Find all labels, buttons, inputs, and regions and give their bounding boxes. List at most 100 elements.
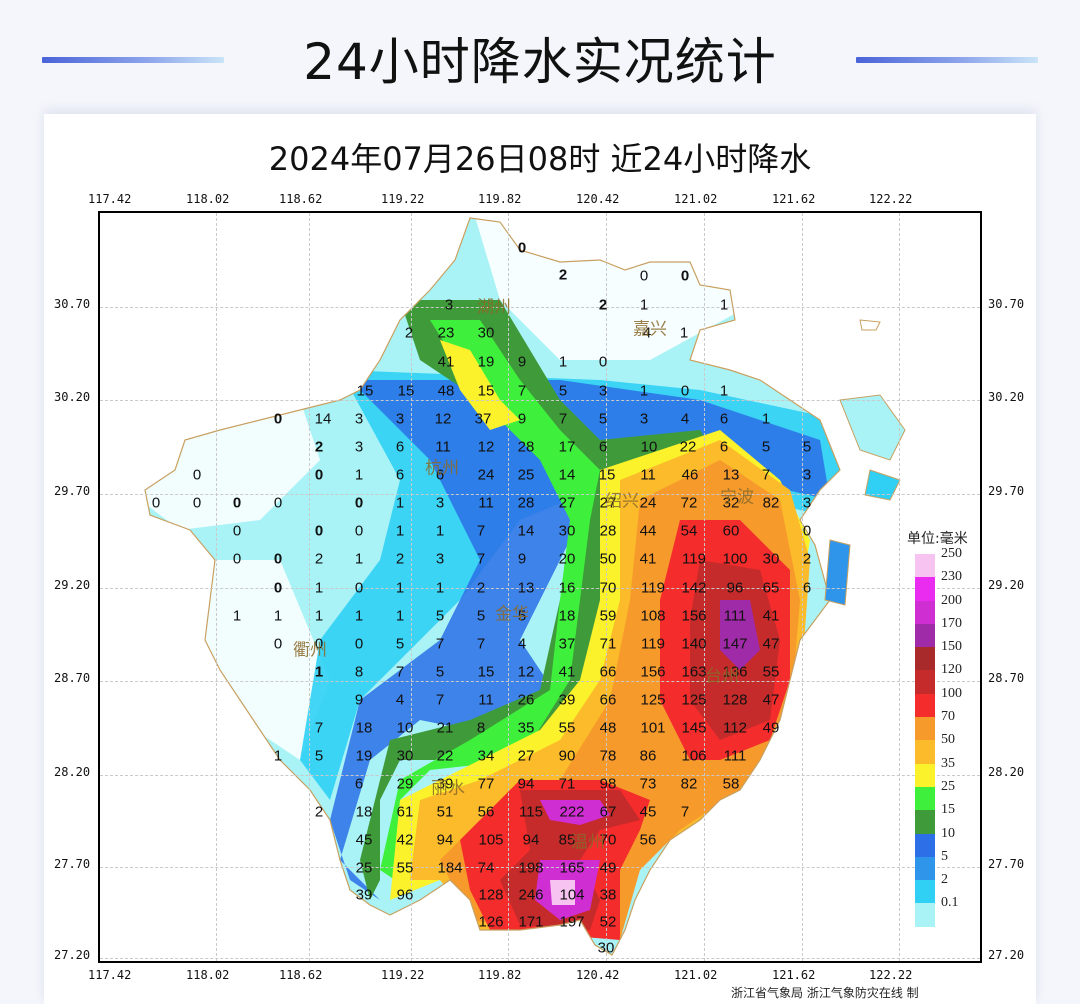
station-value: 65 [762,579,780,597]
precipitation-map[interactable]: 0 2 0 0 3 2 1 1 2 23 30 4 1 41 19 9 1 0 15 15 48 15 7 5 3 1 0 1 0 14 3… [98,211,982,963]
decorative-line-left [42,57,224,63]
station-value: 71 [599,635,617,653]
station-value: 22 [436,747,454,765]
station-value: 0 [273,579,283,597]
station-value: 5 [395,635,405,653]
station-value: 19 [355,747,373,765]
station-value: 1 [354,466,364,484]
station-value: 197 [559,913,585,931]
station-value: 15 [598,466,616,484]
rainfall-contour-map [144,217,906,956]
station-value: 47 [762,691,780,709]
legend-swatch [915,786,935,811]
station-value: 7 [517,382,527,400]
station-value: 1 [273,607,283,625]
station-value: 5 [558,382,568,400]
station-value: 12 [434,410,452,428]
station-value: 45 [639,803,657,821]
station-value: 6 [598,438,608,456]
city-label: 金华 [495,604,529,625]
station-value: 0 [639,267,649,285]
legend-label: 150 [941,639,962,655]
legend-label: 35 [941,755,955,771]
station-value: 20 [558,550,576,568]
legend-row: 0.1 [905,895,987,927]
station-value: 125 [640,691,666,709]
legend-unit: 单位:毫米 [907,531,968,547]
station-value: 104 [559,886,585,904]
station-value: 16 [558,579,576,597]
station-value: 94 [517,775,535,793]
station-value: 5 [761,438,771,456]
station-value: 0 [598,353,608,371]
legend-label: 5 [941,848,948,864]
legend-label: 0.1 [941,895,959,911]
station-value: 60 [722,522,740,540]
legend-row: 100 [905,686,987,718]
grid-line-horizontal [100,400,980,401]
station-value: 5 [314,747,324,765]
station-value: 30 [762,550,780,568]
station-value: 163 [681,663,707,681]
station-value: 145 [681,719,707,737]
station-value: 54 [680,522,698,540]
station-value: 67 [599,803,617,821]
station-value: 5 [802,438,812,456]
y-tick-left: 28.20 [54,765,91,779]
y-tick-right: 29.20 [988,578,1025,592]
station-value: 47 [762,635,780,653]
station-value: 39 [558,691,576,709]
station-value: 9 [517,550,527,568]
station-value: 10 [396,719,414,737]
station-value: 0 [314,466,324,484]
station-value: 34 [477,747,495,765]
legend-label: 100 [941,685,962,701]
station-value: 1 [273,747,283,765]
station-value: 6 [719,438,729,456]
station-value: 1 [395,607,405,625]
grid-line-horizontal [100,867,980,868]
station-value: 3 [444,296,454,314]
station-value: 11 [478,691,494,709]
station-value: 1 [314,607,324,625]
station-value: 77 [477,775,495,793]
x-tick-bottom: 122.22 [869,968,913,982]
station-value: 7 [558,410,568,428]
station-value: 3 [435,550,445,568]
station-value: 7 [476,635,486,653]
station-value: 46 [681,466,699,484]
station-value: 30 [477,324,495,342]
station-value: 37 [474,410,492,428]
city-label: 衢州 [293,640,327,661]
station-value: 7 [435,635,445,653]
station-value: 48 [599,719,617,737]
station-value: 13 [517,579,535,597]
station-value: 3 [395,410,405,428]
station-value: 82 [680,775,698,793]
station-value: 142 [681,579,707,597]
station-value: 0 [680,382,690,400]
station-value: 3 [354,438,364,456]
x-tick-top: 122.22 [869,192,913,206]
station-value: 0 [232,522,242,540]
city-label: 台州 [705,666,739,687]
station-value: 44 [639,522,657,540]
station-value: 0 [232,550,242,568]
grid-line-vertical [704,213,705,961]
legend-swatch [915,577,935,601]
station-value: 5 [435,663,445,681]
station-value: 39 [355,886,373,904]
station-value: 1 [232,607,242,625]
station-value: 7 [476,550,486,568]
station-value: 1 [639,382,649,400]
station-value: 55 [762,663,780,681]
legend-label: 2 [941,872,948,888]
station-value: 22 [679,438,697,456]
station-value: 11 [640,466,656,484]
station-value: 15 [477,663,495,681]
legend-row: 35 [905,756,987,787]
station-value: 7 [435,691,445,709]
station-value: 115 [519,803,543,821]
station-value: 8 [476,719,486,737]
station-value: 0 [151,494,161,512]
